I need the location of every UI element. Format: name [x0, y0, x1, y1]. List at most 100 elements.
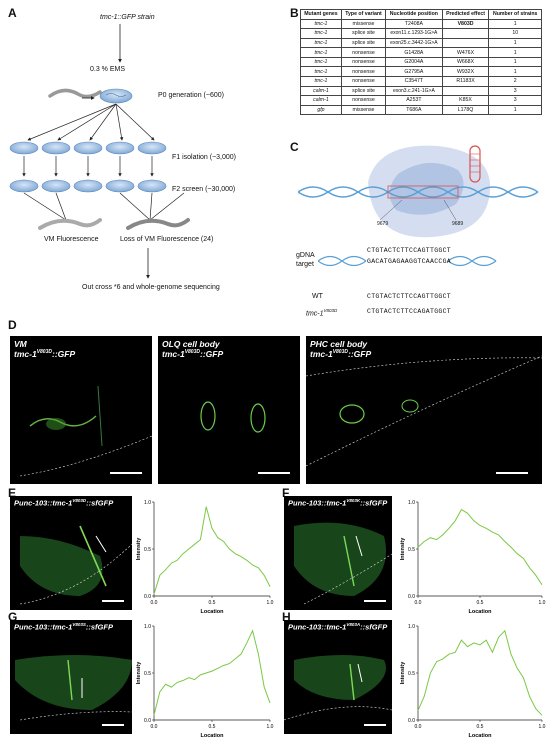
y-tick-label: 1.0 [144, 624, 151, 630]
table-cell: tmc-1 [300, 47, 342, 58]
fluorescent-worm-icon [38, 218, 102, 230]
intensity-series-line [417, 629, 543, 716]
x-axis-label: Location [469, 609, 493, 615]
micrograph-phc: PHC cell body tmc-1V803D::GFP [306, 336, 542, 484]
x-axis-label: Location [201, 733, 225, 739]
x-tick-label: 1.0 [539, 600, 546, 606]
panel-label-a: A [8, 6, 17, 20]
table-row: tmc-1 nonsense C3547T R1183X 2 [300, 75, 542, 87]
x-tick-label: 1.0 [267, 600, 274, 606]
table-header-row: Mutant genes Type of variant Nucleotide … [300, 9, 542, 20]
y-axis-label: Intensity [136, 661, 142, 685]
table-cell: nonsense [340, 47, 387, 58]
mut-seq: CTGTACTCTTCCAGATGGCT [367, 308, 452, 315]
title-post: ::sfGFP [360, 622, 388, 632]
table-row: tmc-1 missense T2408A V803D 1 [300, 18, 542, 30]
worm-icon [48, 88, 102, 99]
position-9679: 9679 [377, 221, 389, 227]
x-tick-label: 0.5 [209, 600, 216, 606]
phc-cell-body-image [306, 355, 542, 467]
intensity-chart-e: 0.0 0.5 1.0 0.0 0.5 1.0 Location Intensity [136, 500, 274, 615]
cas9-dna-diagram [298, 145, 539, 238]
y-tick-label: 0.5 [144, 671, 151, 677]
intensity-series-line [153, 506, 271, 595]
x-tick-label: 1.0 [539, 724, 546, 730]
table-row: tmc-1 nonsense G2004A W668X 1 [300, 56, 542, 68]
y-axis-label: Intensity [136, 537, 142, 561]
micrograph-h: Punc-103::tmc-1V803A::sfGFP [284, 620, 392, 734]
x-axis-label: Location [469, 733, 493, 739]
table-cell: V803D [441, 18, 490, 30]
mutant-label-gene: tmc-1 [306, 310, 324, 318]
y-tick-label: 0.0 [408, 594, 415, 600]
f2-dish-row [9, 179, 167, 193]
arrows-to-f1 [27, 103, 155, 141]
table-cell: G2004A [385, 56, 443, 68]
table-cell: K85X [441, 95, 490, 106]
table-row: tmc-1 nonsense G2795A W932X 1 [300, 66, 542, 77]
split-lines [23, 192, 185, 221]
table-cell: exon11.c.1293-1G>A [385, 28, 443, 39]
y-tick-label: 0.0 [408, 718, 415, 724]
micrograph-vm-title-1: VM [14, 339, 27, 349]
table-cell: 3 [488, 95, 542, 106]
fluorescence-image-g [15, 655, 132, 721]
table-cell [441, 37, 490, 49]
table-cell: G2795A [385, 66, 443, 77]
table-cell: 1 [488, 47, 542, 58]
suffix: ::GFP [51, 349, 76, 359]
table-row: tmc-1 splice site exon25.c.3442-1G>A 1 [300, 37, 542, 49]
wt-label: WT [312, 293, 323, 300]
x-tick-label: 1.0 [267, 724, 274, 730]
scale-bar [110, 472, 142, 474]
scale-bar [258, 472, 290, 474]
micrograph-e: Punc-103::tmc-1V803D::sfGFP [10, 496, 132, 610]
table-row: tmc-1 splice site exon11.c.1293-1G>A 10 [300, 28, 542, 39]
table-cell: 1 [488, 104, 542, 116]
allele: V803D [184, 349, 200, 356]
mutation-table: Mutant genes Type of variant Nucleotide … [300, 9, 542, 116]
micrograph-olq: OLQ cell body tmc-1V803D::GFP [158, 336, 300, 484]
y-tick-label: 0.0 [144, 594, 151, 600]
table-cell: nonsense [340, 66, 387, 77]
y-axis-label: Intensity [400, 661, 406, 685]
x-tick-label: 0.0 [151, 724, 158, 730]
table-cell: tmc-1 [300, 28, 342, 39]
table-cell: exon25.c.3442-1G>A [385, 37, 443, 49]
title-sup: V803D [72, 498, 87, 503]
table-cell: R1183X [441, 75, 490, 87]
x-tick-label: 0.5 [209, 724, 216, 730]
target-label: target [296, 261, 314, 268]
y-tick-label: 0.5 [144, 547, 151, 553]
x-tick-label: 0.0 [415, 600, 422, 606]
micrograph-g: Punc-103::tmc-1V803S::sfGFP [10, 620, 132, 734]
olq-cell-body-image [200, 401, 266, 433]
table-cell: W668X [441, 56, 490, 68]
loss-vm-label: Loss of VM Fluorescence (24) [120, 236, 214, 243]
scale-bar [364, 600, 386, 602]
arrows-f1-to-f2 [22, 156, 154, 177]
scale-bar [102, 724, 124, 726]
fluorescence-image-e [19, 525, 132, 605]
allele: V803D [36, 349, 52, 356]
title-pre: Punc-103::tmc-1 [14, 498, 73, 508]
table-cell [441, 85, 490, 97]
table-cell: 3 [488, 85, 542, 97]
table-cell: exon3.c.241-1G>A [385, 85, 443, 97]
intensity-series-line [417, 508, 543, 585]
table-cell: 1 [488, 56, 542, 68]
title-sup: V803S [72, 622, 86, 627]
table-cell: splice site [340, 85, 387, 97]
col-header: Mutant genes [300, 9, 342, 20]
wt-seq: CTGTACTCTTCCAGTTGGCT [367, 293, 452, 300]
screen-workflow-diagram [9, 24, 190, 279]
y-tick-label: 1.0 [408, 500, 415, 506]
scale-bar [364, 724, 386, 726]
vm-neuron-image [19, 385, 152, 477]
panel-label-f: F [282, 486, 290, 500]
panel-label-c: C [290, 140, 299, 154]
table-cell: A253T [385, 95, 443, 106]
pointer-lines [379, 199, 457, 221]
intensity-chart-f: 0.0 0.5 1.0 0.0 0.5 1.0 Location Intensity [400, 500, 546, 615]
intensity-series-line [153, 629, 271, 716]
